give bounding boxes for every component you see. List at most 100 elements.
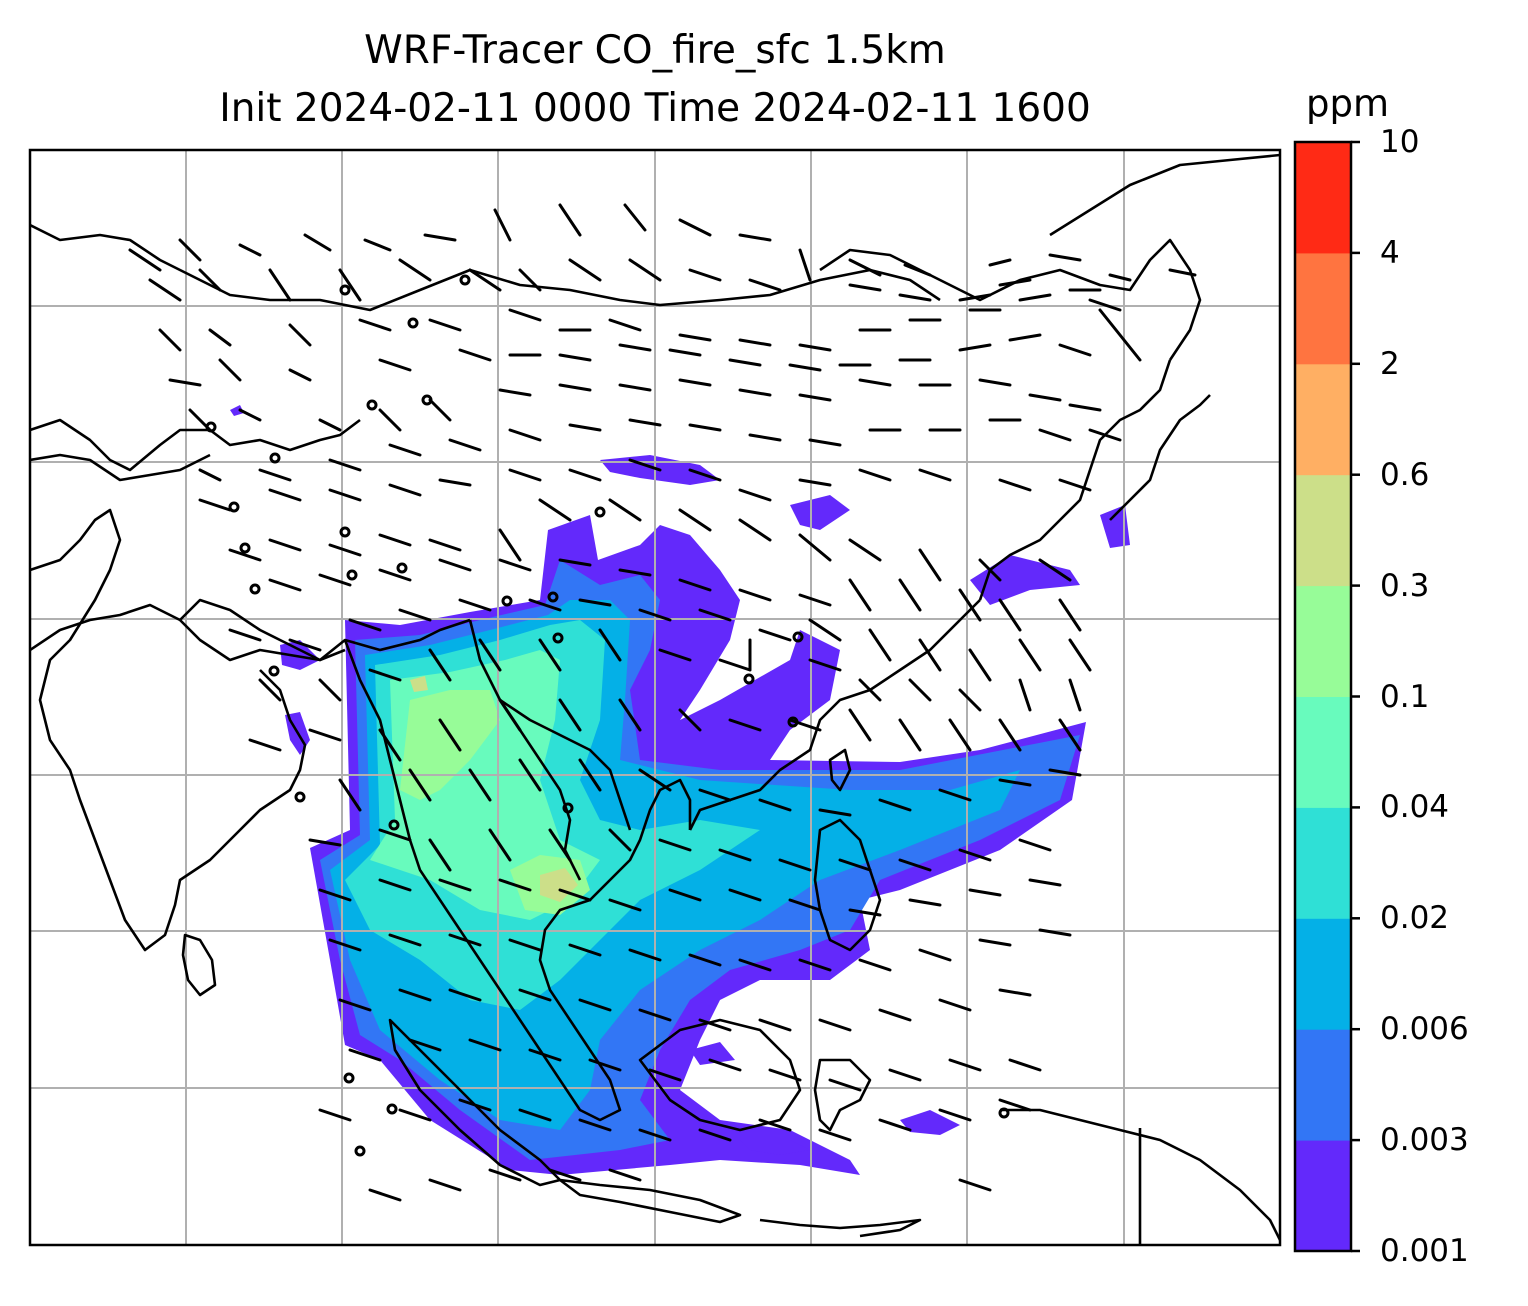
colorbar-segment — [1295, 474, 1351, 587]
border-indochina — [468, 619, 582, 881]
wind-barb — [318, 1098, 1032, 1142]
calm-marker — [501, 595, 513, 607]
colorbar-tick-label: 0.3 — [1380, 567, 1430, 604]
colorbar-tick-label: 0.02 — [1380, 900, 1450, 937]
colorbar-segment — [1295, 585, 1351, 697]
wind-barb — [338, 758, 1082, 817]
co-fire-plume — [230, 405, 1130, 1175]
map-frame — [28, 148, 1282, 1247]
coastline-sumatra — [388, 1018, 562, 1187]
plume-level-0.1 — [400, 690, 590, 915]
wind-barb — [188, 378, 1102, 432]
calm-marker — [998, 1107, 1010, 1119]
colorbar-segment — [1295, 1029, 1351, 1141]
chart-title-line-2: Init 2024-02-11 0000 Time 2024-02-11 160… — [219, 86, 1091, 131]
calm-marker — [294, 791, 306, 803]
wind-barb — [228, 498, 1072, 582]
colorbar-tick-label: 0.006 — [1380, 1011, 1469, 1048]
wind-barb — [198, 458, 1092, 512]
calm-marker — [396, 562, 408, 574]
coastline-southeast-asia — [343, 639, 692, 1122]
calm-marker — [339, 284, 351, 296]
calm-marker — [268, 665, 280, 677]
colorbar-tick-label: 0.1 — [1380, 678, 1430, 715]
border-mongolia — [30, 223, 941, 312]
calm-marker — [388, 819, 400, 831]
colorbar-frame — [1293, 140, 1353, 1253]
wind-barb — [158, 293, 1122, 352]
border-tibet-china — [179, 618, 471, 662]
colorbar-segment — [1295, 142, 1351, 254]
wind-barb — [268, 558, 1082, 632]
border-south-asia — [30, 598, 346, 662]
wind-barb — [168, 308, 1142, 387]
coastline-philippines — [813, 818, 882, 952]
wind-barbs — [128, 203, 1197, 1202]
border-central-asia — [30, 418, 361, 472]
chart-title-line-1: WRF-Tracer CO_fire_sfc 1.5km — [364, 28, 946, 73]
coastline-sulawesi — [813, 1058, 872, 1132]
calm-marker — [239, 542, 251, 554]
colorbar-segment — [1295, 363, 1351, 476]
calm-marker — [459, 274, 471, 286]
wind-barb — [318, 878, 1062, 917]
calm-marker — [407, 317, 419, 329]
colorbar-segment — [1295, 696, 1351, 808]
colorbar-tick-label: 0.6 — [1380, 456, 1430, 493]
coastline-india — [30, 508, 307, 952]
calm-marker — [552, 632, 564, 644]
calm-wind-markers — [205, 274, 1010, 1157]
calm-marker — [269, 452, 281, 464]
wind-barb — [198, 418, 1122, 482]
calm-marker — [386, 1103, 398, 1115]
calm-marker — [366, 399, 378, 411]
calm-marker — [562, 802, 574, 814]
colorbar — [1295, 140, 1360, 1253]
colorbar-tick-label: 0.04 — [1380, 789, 1450, 826]
gridlines — [30, 150, 1280, 1245]
colorbar-unit-label: ppm — [1306, 82, 1390, 125]
calm-marker — [339, 526, 351, 538]
calm-marker — [421, 394, 433, 406]
wind-barb — [338, 988, 1032, 1032]
calm-marker — [354, 1145, 366, 1157]
coastline-java — [558, 1178, 742, 1224]
border-northeast-china — [819, 238, 1202, 361]
wind-barb — [368, 1168, 992, 1202]
calm-marker — [205, 421, 217, 433]
calm-marker — [787, 716, 799, 728]
coastline-korea-bohai — [978, 359, 1172, 601]
calm-marker — [743, 673, 755, 685]
border-laos-vietnam — [499, 698, 632, 831]
wind-barb — [328, 928, 1072, 972]
colorbar-tick-label: 0.003 — [1380, 1122, 1469, 1159]
wind-barb — [128, 203, 1197, 282]
colorbar-tick-label: 2 — [1380, 345, 1400, 382]
calm-marker — [792, 631, 804, 643]
colorbar-segment — [1295, 918, 1351, 1030]
wind-barb — [148, 258, 1102, 302]
plume-level-0.3 — [410, 676, 578, 902]
wind-barb — [228, 598, 1092, 682]
wind-barb — [348, 1038, 1042, 1092]
calm-marker — [346, 569, 358, 581]
calm-marker — [249, 583, 261, 595]
plume-patch-islands — [690, 1042, 960, 1155]
coastline-sri-lanka — [181, 933, 217, 997]
colorbar-tick-label: 0.001 — [1380, 1233, 1469, 1269]
wind-barb — [308, 828, 1052, 872]
coastline-new-guinea — [1000, 1108, 1280, 1241]
calm-marker — [228, 501, 240, 513]
border-china-north — [30, 453, 211, 482]
calm-marker — [343, 1072, 355, 1084]
calm-marker — [547, 591, 559, 603]
plume-patch-north — [230, 405, 1130, 755]
colorbar-tick-label: 4 — [1380, 234, 1400, 271]
coastline-taiwan — [828, 748, 852, 792]
coastline-russia-far-east — [1049, 153, 1280, 237]
colorbar-segment — [1295, 807, 1351, 919]
calm-marker — [594, 506, 606, 518]
coastline-japan — [1109, 394, 1211, 521]
colorbar-segment — [1295, 252, 1351, 365]
